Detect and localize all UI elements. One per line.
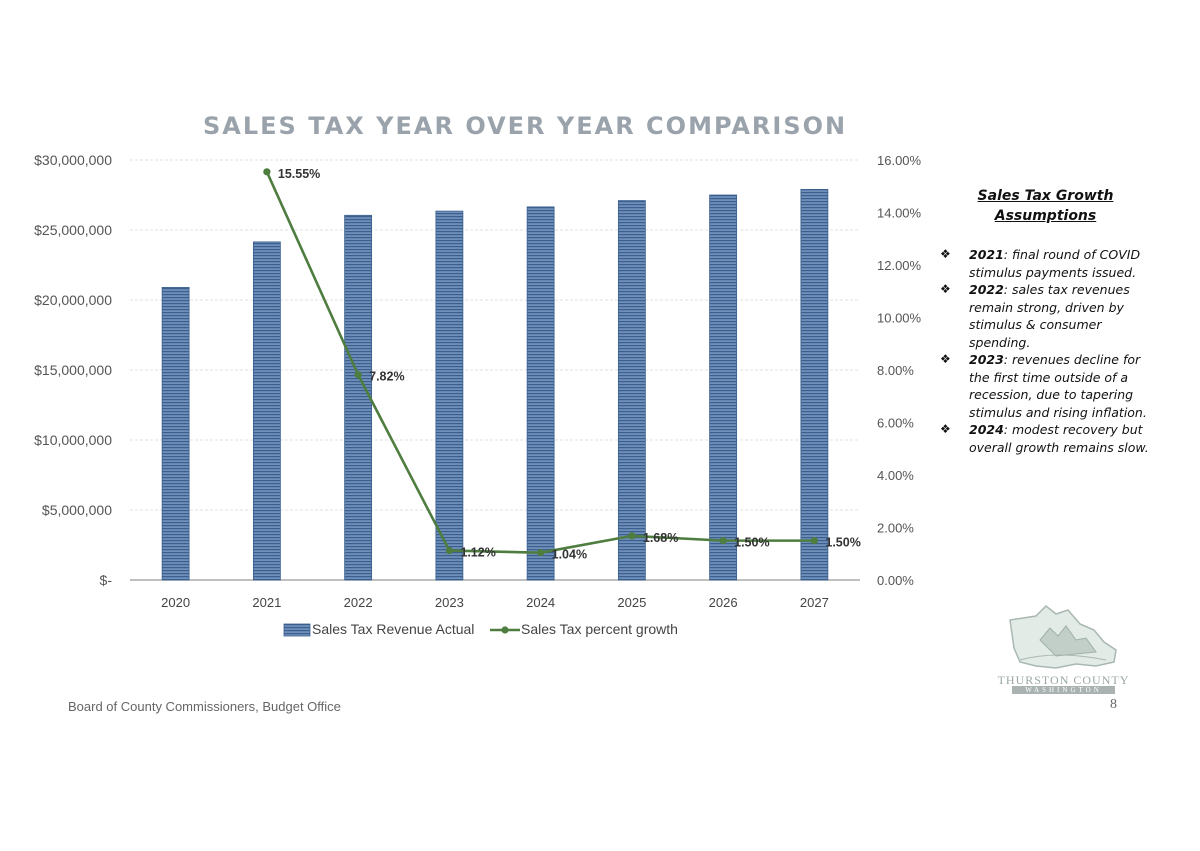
diamond-bullet-icon: ❖ (940, 247, 951, 261)
growth-data-label: 1.68% (643, 531, 678, 545)
legend-line-label: Sales Tax percent growth (521, 621, 678, 637)
assumption-item: ❖ 2021: final round of COVID stimulus pa… (938, 246, 1153, 281)
growth-point (537, 549, 545, 557)
x-axis-tick-label: 2023 (435, 595, 464, 610)
right-axis-tick-label: 4.00% (877, 468, 914, 483)
legend-bar-swatch (283, 623, 311, 637)
footer-office: Board of County Commissioners, Budget Of… (68, 699, 341, 714)
assumption-text: : modest recovery but overall growth rem… (969, 422, 1149, 455)
right-axis-tick-label: 14.00% (877, 206, 922, 221)
diamond-bullet-icon: ❖ (940, 422, 951, 436)
assumptions-heading: Sales Tax Growth Assumptions (977, 188, 1114, 224)
revenue-bar (435, 210, 464, 581)
legend: Sales Tax Revenue Actual Sales Tax percen… (283, 621, 678, 637)
left-axis-tick-label: $5,000,000 (42, 502, 112, 518)
x-axis-tick-label: 2020 (161, 595, 190, 610)
x-axis-tick-label: 2022 (344, 595, 373, 610)
right-axis-ticks: 0.00% 2.00% 4.00% 6.00% 8.00% 10.00% 12.00% 14.… (877, 153, 922, 588)
growth-labels: 15.55% 7.82% 1.12% 1.04% 1.68% 1.50% 1.50% (278, 167, 861, 562)
page-number: 8 (1110, 697, 1117, 712)
revenue-bar (252, 241, 281, 581)
right-axis-tick-label: 6.00% (877, 416, 914, 431)
right-axis-tick-label: 16.00% (877, 153, 922, 168)
left-axis-tick-label: $- (100, 572, 113, 588)
county-logo-name: THURSTON COUNTY (997, 673, 1130, 687)
revenue-bar (800, 188, 829, 581)
growth-data-label: 1.12% (460, 546, 495, 560)
growth-point (628, 532, 636, 540)
assumption-text: : final round of COVID stimulus payments… (969, 247, 1141, 280)
x-axis-tick-label: 2025 (617, 595, 646, 610)
growth-data-label: 1.04% (552, 548, 587, 562)
growth-data-label: 7.82% (369, 370, 404, 384)
growth-point (263, 168, 271, 176)
assumption-text: : sales tax revenues remain strong, driv… (969, 282, 1130, 350)
growth-data-label: 1.50% (825, 536, 860, 550)
right-axis-tick-label: 8.00% (877, 363, 914, 378)
diamond-bullet-icon: ❖ (940, 352, 951, 366)
x-axis-tick-label: 2024 (526, 595, 555, 610)
revenue-bar (709, 194, 738, 581)
left-axis-tick-label: $15,000,000 (34, 362, 112, 378)
growth-line (263, 168, 818, 557)
revenue-bar (161, 286, 190, 581)
gridlines (130, 159, 860, 581)
growth-point (445, 547, 453, 555)
revenue-bar (344, 214, 373, 581)
growth-point (354, 371, 362, 379)
legend-line-marker (501, 626, 509, 634)
left-axis-ticks: $- $5,000,000 $10,000,000 $15,000,000 $20,00… (34, 152, 112, 588)
revenue-bar (526, 206, 555, 581)
left-axis-tick-label: $25,000,000 (34, 222, 112, 238)
assumption-year: 2021 (969, 247, 1004, 262)
x-axis-ticks: 2020 2021 2022 2023 2024 2025 2026 2027 (161, 595, 829, 610)
x-axis-tick-label: 2026 (709, 595, 738, 610)
assumption-year: 2024 (969, 422, 1004, 437)
assumption-item: ❖ 2023: revenues decline for the first t… (938, 351, 1153, 421)
left-axis-tick-label: $30,000,000 (34, 152, 112, 168)
x-axis-tick-label: 2027 (800, 595, 829, 610)
assumption-item: ❖ 2024: modest recovery but overall grow… (938, 421, 1153, 456)
growth-data-label: 1.50% (734, 536, 769, 550)
diamond-bullet-icon: ❖ (940, 282, 951, 296)
county-logo-subtitle: WASHINGTON (1012, 686, 1115, 694)
assumption-year: 2022 (969, 282, 1004, 297)
revenue-bar (617, 200, 646, 581)
revenue-bars (161, 188, 829, 581)
right-axis-tick-label: 2.00% (877, 521, 914, 536)
assumption-item: ❖ 2022: sales tax revenues remain strong… (938, 281, 1153, 351)
right-axis-tick-label: 0.00% (877, 573, 914, 588)
assumptions-panel: Sales Tax Growth Assumptions ❖ 2021: fin… (938, 186, 1153, 456)
right-axis-tick-label: 12.00% (877, 258, 922, 273)
growth-point (719, 537, 727, 545)
assumption-year: 2023 (969, 352, 1004, 367)
x-axis-tick-label: 2021 (252, 595, 281, 610)
left-axis-tick-label: $10,000,000 (34, 432, 112, 448)
right-axis-tick-label: 10.00% (877, 311, 922, 326)
left-axis-tick-label: $20,000,000 (34, 292, 112, 308)
assumption-text: : revenues decline for the first time ou… (969, 352, 1147, 420)
growth-point (810, 537, 818, 545)
chart-title: SALES TAX YEAR OVER YEAR COMPARISON (203, 112, 848, 140)
legend-bar-label: Sales Tax Revenue Actual (312, 621, 474, 637)
growth-data-label: 15.55% (278, 167, 320, 181)
county-logo-icon (1009, 604, 1117, 669)
